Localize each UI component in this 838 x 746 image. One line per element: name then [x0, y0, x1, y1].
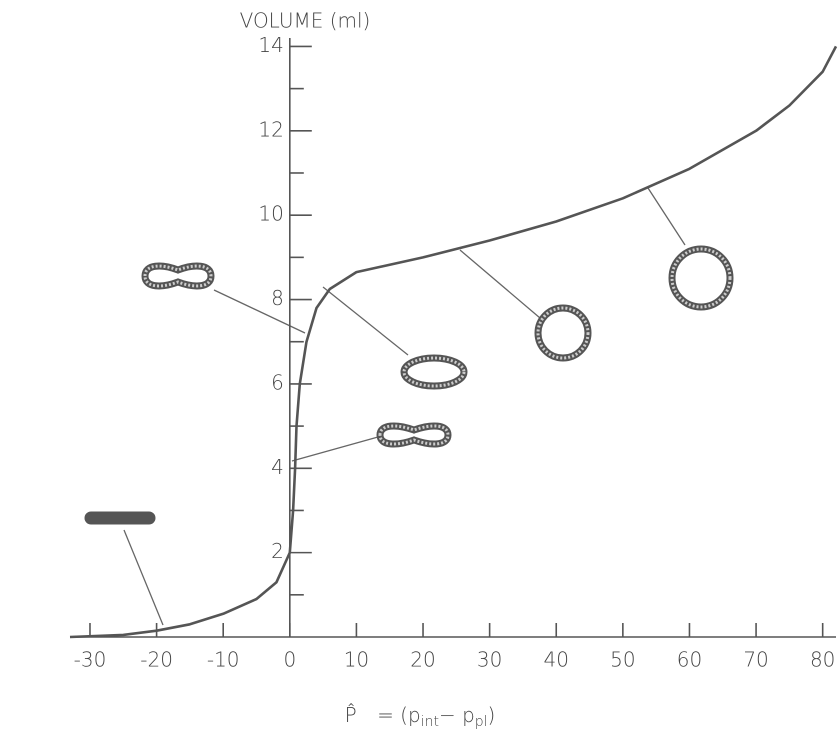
leader-line: [322, 286, 409, 356]
x-tick-label: 70: [743, 648, 768, 672]
x-tick-label: 10: [344, 648, 369, 672]
lung-shapes: [84, 187, 734, 626]
y-tick-label: 12: [258, 117, 283, 141]
x-tick-label: -20: [140, 648, 173, 672]
x-label-part: = (p: [377, 703, 421, 727]
y-tick-label: 6: [271, 370, 284, 394]
x-tick-label: 80: [810, 648, 835, 672]
leader-line: [647, 187, 686, 246]
y-axis-label: VOLUME (ml): [240, 9, 371, 33]
x-tick-label: 30: [477, 648, 502, 672]
x-tick-label: 20: [410, 648, 435, 672]
y-tick-label: 2: [271, 539, 284, 563]
x-label-part: int: [421, 714, 439, 730]
x-label-part: − p: [439, 703, 475, 727]
x-label-part: ): [488, 703, 496, 727]
ellipse-shape: [400, 354, 468, 390]
ring-shape: [534, 304, 592, 362]
leader-line: [459, 249, 541, 319]
x-label-part: pl: [475, 714, 488, 730]
volume-curve: [69, 45, 838, 639]
ring-shape: [668, 245, 734, 311]
x-tick-label: -10: [207, 648, 240, 672]
flat-shape: [84, 511, 156, 525]
leader-line: [213, 289, 306, 334]
y-tick-label: 14: [258, 33, 283, 57]
x-tick-label: 0: [283, 648, 296, 672]
y-tick-label: 8: [271, 286, 284, 310]
peanut-shape: [141, 262, 215, 290]
x-label-part: P̂: [345, 703, 357, 727]
x-axis-label: P̂ = (pint− ppl): [345, 703, 496, 731]
x-tick-label: 50: [610, 648, 635, 672]
peanut-shape: [376, 422, 452, 448]
y-tick-label: 10: [258, 202, 283, 226]
x-tick-label: -30: [74, 648, 107, 672]
x-tick-label: 60: [677, 648, 702, 672]
y-tick-label: 4: [271, 455, 284, 479]
leader-line: [291, 436, 379, 462]
x-tick-label: 40: [544, 648, 569, 672]
leader-line: [123, 529, 164, 626]
